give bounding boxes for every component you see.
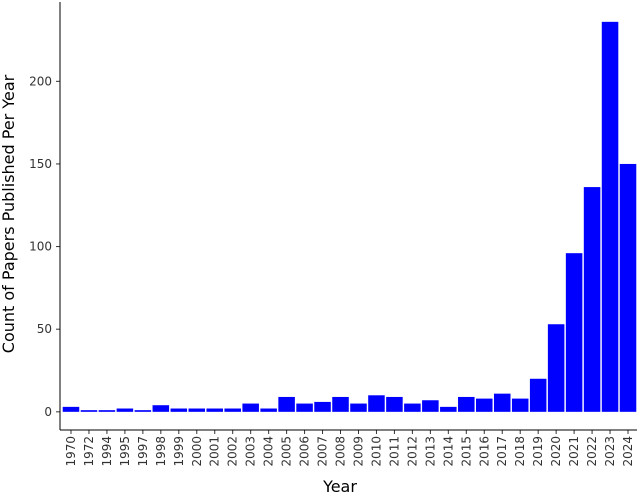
- x-tick-label: 2008: [334, 436, 348, 467]
- x-tick-label: 2007: [316, 436, 330, 467]
- x-tick-label: 2021: [567, 436, 581, 467]
- x-tick-label: 2024: [621, 436, 635, 467]
- bar: [386, 396, 403, 412]
- x-tick-label: 1999: [172, 436, 186, 467]
- x-tick-label: 2013: [423, 436, 437, 467]
- x-tick-label: 2001: [208, 436, 222, 467]
- bar: [350, 403, 367, 412]
- x-tick-label: 2010: [369, 436, 383, 467]
- x-tick-label: 2017: [495, 436, 509, 467]
- x-tick-label: 2004: [262, 436, 276, 467]
- bar: [152, 405, 170, 412]
- x-tick-label: 2009: [351, 436, 365, 467]
- y-axis-title: Count of Papers Published Per Year: [0, 74, 18, 353]
- x-tick-label: 2000: [190, 436, 204, 467]
- x-tick-label: 2020: [549, 436, 563, 467]
- bar: [332, 396, 349, 412]
- bar: [98, 410, 116, 412]
- x-tick-label: 2006: [298, 436, 312, 467]
- bar: [224, 408, 241, 412]
- x-tick-label: 2023: [603, 436, 617, 467]
- x-tick-label: 2011: [387, 436, 401, 467]
- x-tick-label: 2005: [280, 436, 294, 467]
- y-tick-label: 150: [29, 157, 52, 171]
- bar: [493, 393, 511, 412]
- bar: [404, 403, 421, 412]
- x-tick-label: 2003: [244, 436, 258, 467]
- x-tick-label: 1970: [64, 436, 78, 467]
- bar: [188, 408, 206, 412]
- bar: [619, 163, 637, 412]
- bar: [529, 378, 547, 412]
- x-tick-label: 1994: [100, 436, 114, 467]
- bar: [547, 324, 565, 412]
- x-tick-label: 2019: [531, 436, 545, 467]
- bar: [511, 398, 529, 412]
- y-tick-label: 0: [44, 405, 52, 419]
- bar: [170, 408, 188, 412]
- bar: [440, 406, 457, 412]
- bar: [565, 253, 583, 412]
- bar: [116, 408, 134, 412]
- y-tick-label: 100: [29, 240, 52, 254]
- x-tick-label: 2014: [441, 436, 455, 467]
- x-tick-label: 1995: [118, 436, 132, 467]
- bar: [80, 410, 98, 412]
- bar: [62, 406, 80, 412]
- x-tick-label: 2012: [405, 436, 419, 467]
- x-tick-label: 2002: [226, 436, 240, 467]
- bar: [583, 187, 601, 412]
- x-tick-label: 2015: [459, 436, 473, 467]
- x-tick-label: 1997: [136, 436, 150, 467]
- bar: [314, 401, 331, 412]
- bar: [296, 403, 313, 412]
- bar: [422, 400, 439, 412]
- bar: [278, 396, 295, 412]
- x-tick-label: 2016: [477, 436, 491, 467]
- x-tick-label: 2022: [585, 436, 599, 467]
- bar: [134, 410, 152, 412]
- x-tick-label: 1998: [154, 436, 168, 467]
- bar: [260, 408, 277, 412]
- bar: [476, 398, 493, 412]
- x-tick-label: 1972: [82, 436, 96, 467]
- bar: [368, 395, 385, 412]
- x-tick-label: 2018: [513, 436, 527, 467]
- bar: [458, 396, 475, 412]
- y-tick-label: 50: [37, 322, 52, 336]
- bar: [601, 21, 619, 412]
- bar: [206, 408, 223, 412]
- y-tick-label: 200: [29, 74, 52, 88]
- bar: [242, 403, 259, 412]
- x-axis-title: Year: [322, 477, 357, 496]
